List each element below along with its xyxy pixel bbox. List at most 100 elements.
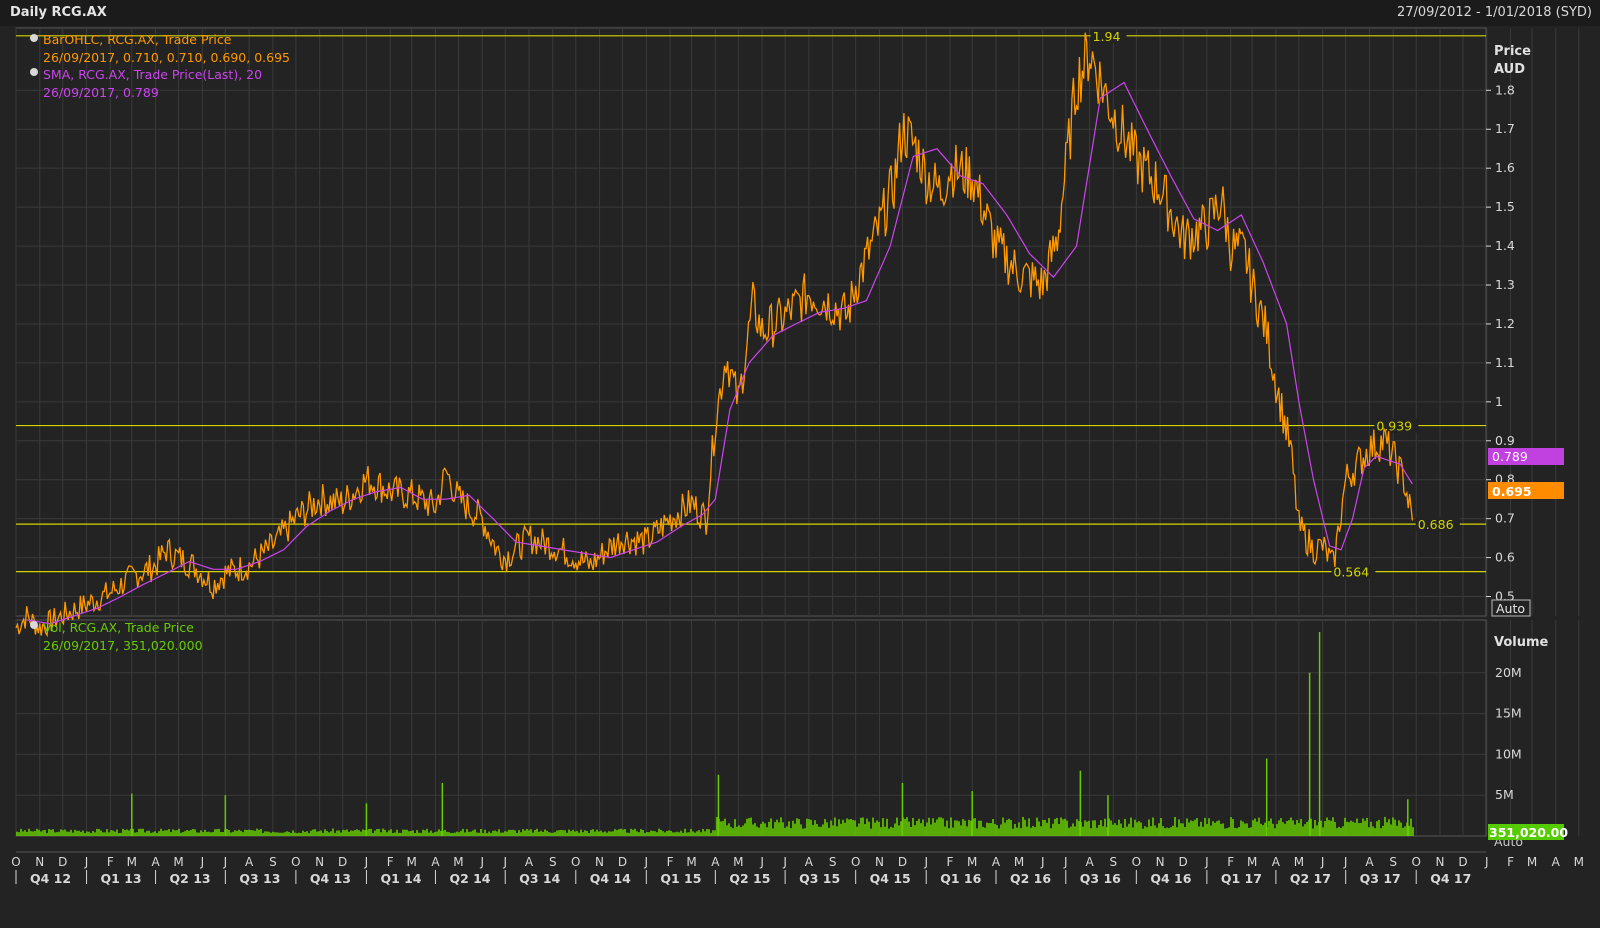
sma-legend-series: SMA, RCG.AX, Trade Price(Last), 20 bbox=[43, 67, 262, 82]
month-tick-label: F bbox=[107, 855, 114, 869]
month-tick-label: A bbox=[1552, 855, 1561, 869]
month-tick-label: M bbox=[453, 855, 463, 869]
month-tick-label: D bbox=[898, 855, 907, 869]
month-tick-label: J bbox=[782, 855, 787, 869]
price-axis-unit: AUD bbox=[1494, 62, 1525, 77]
legend-pin-icon[interactable] bbox=[30, 621, 38, 629]
month-tick-label: A bbox=[1365, 855, 1374, 869]
month-tick-label: S bbox=[1389, 855, 1397, 869]
sma-series-line bbox=[26, 81, 1413, 625]
month-tick-label: A bbox=[1272, 855, 1281, 869]
price-legend-series: BarOHLC, RCG.AX, Trade Price bbox=[43, 32, 232, 47]
quarter-label: Q4 14 bbox=[590, 871, 631, 886]
quarter-label: Q3 15 bbox=[799, 871, 840, 886]
quarter-label: Q3 13 bbox=[239, 871, 280, 886]
month-tick-label: M bbox=[407, 855, 417, 869]
price-tick-label: 0.9 bbox=[1495, 433, 1515, 448]
price-tick-label: 1.8 bbox=[1495, 82, 1515, 97]
price-tick-label: 1.5 bbox=[1495, 199, 1515, 214]
price-series-line bbox=[15, 32, 1414, 638]
month-tick-label: D bbox=[618, 855, 627, 869]
month-tick-label: S bbox=[1110, 855, 1118, 869]
month-tick-label: J bbox=[644, 855, 649, 869]
horizontal-levels: 1.94 0.939 0.686 0.564 bbox=[16, 29, 1486, 580]
month-tick-label: J bbox=[1320, 855, 1325, 869]
price-tick-label: 1.6 bbox=[1495, 160, 1515, 175]
price-auto-button[interactable]: Auto bbox=[1491, 599, 1531, 617]
month-tick-label: M bbox=[173, 855, 183, 869]
sma-tag-text: 0.789 bbox=[1492, 449, 1528, 464]
price-axis-label: Price bbox=[1494, 44, 1531, 59]
month-tick-label: J bbox=[1040, 855, 1045, 869]
month-tick-label: F bbox=[667, 855, 674, 869]
month-tick-label: A bbox=[992, 855, 1001, 869]
month-tick-label: M bbox=[1014, 855, 1024, 869]
level-label-bg bbox=[1415, 517, 1460, 532]
month-tick-label: N bbox=[1435, 855, 1444, 869]
month-tick-label: J bbox=[1204, 855, 1209, 869]
month-tick-label: M bbox=[967, 855, 977, 869]
month-tick-label: S bbox=[829, 855, 837, 869]
month-tick-label: O bbox=[1411, 855, 1420, 869]
month-tick-label: S bbox=[269, 855, 277, 869]
month-tick-label: D bbox=[1178, 855, 1187, 869]
legend-pin-icon[interactable] bbox=[30, 34, 38, 42]
volume-tick-label: 15M bbox=[1495, 706, 1522, 721]
price-tick-label: 1.2 bbox=[1495, 316, 1515, 331]
month-tick-label: F bbox=[1227, 855, 1234, 869]
volume-panel-frame bbox=[15, 619, 1487, 837]
month-tick-label: O bbox=[1132, 855, 1141, 869]
sma-value-tag: 0.789 bbox=[1488, 448, 1564, 465]
month-tick-label: O bbox=[571, 855, 580, 869]
month-tick-label: J bbox=[502, 855, 507, 869]
month-tick-label: M bbox=[1527, 855, 1537, 869]
month-tick-label: J bbox=[223, 855, 228, 869]
month-tick-label: J bbox=[200, 855, 205, 869]
quarter-label: Q3 17 bbox=[1360, 871, 1401, 886]
grid-lines bbox=[15, 27, 1580, 837]
month-tick-label: A bbox=[1085, 855, 1094, 869]
quarter-label: Q4 12 bbox=[30, 871, 71, 886]
volume-legend-values: 26/09/2017, 351,020.000 bbox=[43, 638, 203, 653]
month-tick-label: D bbox=[338, 855, 347, 869]
volume-last-tag: Auto 351,020.00 bbox=[1488, 824, 1568, 849]
month-tick-label: S bbox=[549, 855, 557, 869]
level-label: 0.686 bbox=[1418, 517, 1454, 532]
last-price-tag: 0.695 bbox=[1488, 482, 1564, 499]
sma-legend-values: 26/09/2017, 0.789 bbox=[43, 85, 159, 100]
month-tick-label: J bbox=[923, 855, 928, 869]
month-tick-label: J bbox=[1063, 855, 1068, 869]
price-tick-label: 1.4 bbox=[1495, 238, 1515, 253]
volume-tick-label: 5M bbox=[1495, 787, 1514, 802]
quarter-label: Q2 17 bbox=[1290, 871, 1331, 886]
price-tick-label: 0.6 bbox=[1495, 550, 1515, 565]
quarter-label: Q2 16 bbox=[1010, 871, 1051, 886]
month-tick-label: M bbox=[127, 855, 137, 869]
chart-title: Daily RCG.AX bbox=[10, 5, 107, 20]
month-tick-label: A bbox=[151, 855, 160, 869]
legend-pin-icon[interactable] bbox=[30, 68, 38, 76]
month-tick-label: N bbox=[35, 855, 44, 869]
month-tick-label: F bbox=[947, 855, 954, 869]
volume-tick-label: 10M bbox=[1495, 746, 1522, 761]
month-tick-label: O bbox=[851, 855, 860, 869]
level-label-bg bbox=[1090, 28, 1127, 43]
month-tick-label: A bbox=[525, 855, 534, 869]
last-price-tag-text: 0.695 bbox=[1492, 484, 1532, 499]
quarter-label: Q2 13 bbox=[170, 871, 211, 886]
date-range: 27/09/2012 - 1/01/2018 (SYD) bbox=[1396, 5, 1592, 20]
month-tick-label: A bbox=[711, 855, 720, 869]
month-tick-label: A bbox=[245, 855, 254, 869]
month-tick-label: J bbox=[364, 855, 369, 869]
quarter-label: Q1 16 bbox=[940, 871, 981, 886]
month-tick-label: J bbox=[1484, 855, 1489, 869]
price-auto-label: Auto bbox=[1496, 601, 1525, 616]
quarter-label: Q4 15 bbox=[870, 871, 911, 886]
month-tick-label: F bbox=[387, 855, 394, 869]
month-tick-label: J bbox=[84, 855, 89, 869]
level-label-bg bbox=[1331, 564, 1376, 579]
month-tick-label: F bbox=[1507, 855, 1514, 869]
